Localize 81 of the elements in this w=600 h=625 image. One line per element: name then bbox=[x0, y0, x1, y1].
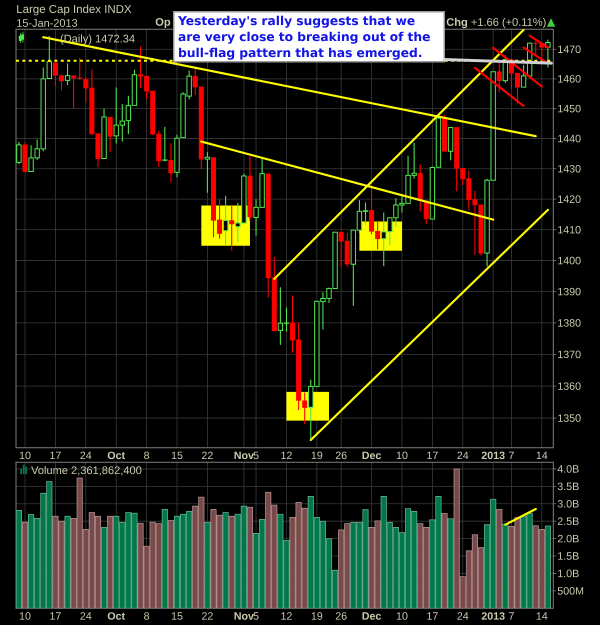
x-tick-label: 17 bbox=[50, 452, 61, 460]
series-label: (Daily) 1472.34 bbox=[60, 34, 135, 45]
candlestick bbox=[204, 152, 210, 194]
bar bbox=[64, 516, 71, 608]
y-tick-label: 1400 bbox=[558, 256, 581, 264]
text: Chg +1.66 (+0.11%) bbox=[446, 18, 546, 28]
x-tick-label: 22 bbox=[202, 612, 213, 620]
x-tick-label: 15 bbox=[172, 612, 182, 620]
y-tick-label: 1.5B bbox=[558, 552, 579, 560]
candlestick bbox=[64, 62, 70, 86]
x-tick-label: Nov bbox=[234, 612, 254, 620]
x-tick-label: 12 bbox=[281, 612, 292, 620]
x-tick-label: 10 bbox=[396, 452, 408, 460]
candlestick bbox=[108, 116, 113, 152]
y-tick-label: 1370 bbox=[558, 350, 581, 358]
text: ▲ bbox=[546, 18, 556, 27]
candlestick bbox=[222, 195, 228, 246]
x-tick-label: 14 bbox=[536, 612, 548, 620]
x-tick-label: 2013 bbox=[482, 612, 505, 620]
y-tick-label: 1450 bbox=[558, 104, 581, 112]
x-tick-label: 14 bbox=[536, 452, 548, 460]
y-tick-label: 1360 bbox=[558, 382, 581, 390]
x-tick-label: 5 bbox=[254, 612, 259, 620]
x-tick-label: 8 bbox=[144, 452, 150, 460]
x-tick-label: 26 bbox=[336, 452, 347, 460]
candlestick bbox=[162, 126, 168, 162]
y-tick-label: 1440 bbox=[558, 134, 581, 142]
x-tick-label: Dec bbox=[362, 612, 382, 620]
y-tick-label: 2.0B bbox=[558, 534, 579, 542]
y-tick-label: 1350 bbox=[558, 414, 581, 422]
x-tick-label: 24 bbox=[80, 612, 92, 620]
chart-title: Large Cap Index INDX bbox=[17, 4, 132, 16]
x-tick-label: Oct bbox=[108, 612, 125, 620]
x-tick-label: Oct bbox=[108, 452, 125, 460]
y-tick-label: 1470 bbox=[558, 46, 581, 54]
x-tick-label: 19 bbox=[312, 452, 322, 460]
x-tick-label: 12 bbox=[281, 452, 292, 460]
candlestick bbox=[448, 126, 454, 161]
x-tick-label: 17 bbox=[427, 612, 438, 620]
x-tick-label: 8 bbox=[144, 612, 150, 620]
legend-label: Volume 2,361,862,400 bbox=[31, 466, 142, 476]
x-tick-label: 24 bbox=[457, 612, 468, 620]
x-tick-label: 2013 bbox=[482, 452, 505, 460]
bar bbox=[448, 518, 454, 608]
y-tick-label: 1410 bbox=[558, 226, 581, 234]
y-tick-label: 1.0B bbox=[558, 570, 579, 578]
x-tick-label: Nov bbox=[234, 452, 254, 460]
chart-subtitle: 15-Jan-2013 bbox=[17, 19, 78, 27]
y-tick-label: 1420 bbox=[558, 195, 581, 203]
x-tick-label: 24 bbox=[457, 452, 468, 460]
candlestick bbox=[229, 204, 234, 251]
x-tick-label: 26 bbox=[336, 612, 347, 620]
y-tick-label: 2.5B bbox=[558, 517, 579, 525]
y-tick-label: 1430 bbox=[558, 164, 581, 173]
x-tick-label: 5 bbox=[254, 452, 259, 460]
candlestick bbox=[168, 142, 174, 183]
y-tick-label: 4.0B bbox=[558, 465, 579, 473]
x-tick-label: 17 bbox=[427, 452, 438, 460]
text: Op bbox=[156, 18, 170, 28]
annotation: Yesterday's rally suggests that we are very close to breaking out of the bull-flag pattern that has emerged. bbox=[178, 16, 430, 60]
x-tick-label: 22 bbox=[202, 452, 213, 460]
candlestick bbox=[520, 64, 526, 88]
x-tick-label: 10 bbox=[396, 612, 408, 620]
x-tick-label: 7 bbox=[508, 612, 514, 620]
x-tick-label: 24 bbox=[80, 452, 92, 460]
x-tick-label: 10 bbox=[20, 452, 31, 460]
y-tick-label: 1460 bbox=[558, 75, 581, 83]
y-tick-label: 1380 bbox=[558, 319, 581, 327]
x-tick-label: 10 bbox=[20, 612, 31, 620]
y-tick-label: 1390 bbox=[558, 288, 581, 296]
x-tick-label: 7 bbox=[508, 452, 514, 460]
x-tick-label: 17 bbox=[50, 612, 61, 620]
x-tick-label: 15 bbox=[172, 452, 182, 460]
y-tick-label: 3.0B bbox=[558, 500, 579, 508]
y-tick-label: 3.5B bbox=[558, 482, 579, 490]
x-tick-label: Dec bbox=[362, 452, 382, 460]
bar bbox=[222, 512, 229, 608]
candlestick bbox=[16, 141, 22, 165]
y-tick-label: 500M bbox=[558, 587, 584, 595]
bar bbox=[502, 524, 508, 608]
x-tick-label: 19 bbox=[312, 612, 322, 620]
